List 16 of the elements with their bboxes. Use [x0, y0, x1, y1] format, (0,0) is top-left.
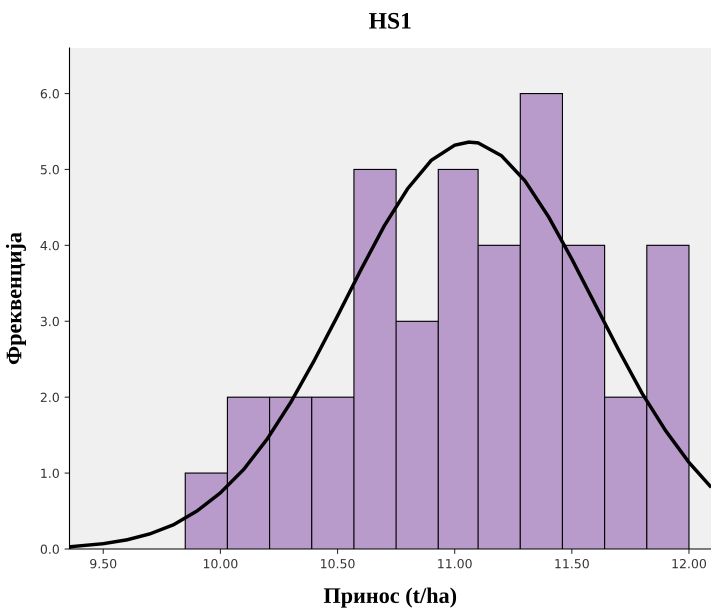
x-axis-title: Принос (t/ha)	[324, 587, 456, 608]
y-tick-label: 1.0	[41, 468, 59, 478]
y-tick-label: 0.0	[40, 544, 59, 554]
x-tick-label: 10.50	[321, 558, 355, 568]
x-tick-label: 11.00	[438, 558, 472, 568]
x-tick-label: 11.50	[555, 558, 589, 568]
chart-title: HS1	[369, 12, 411, 29]
y-tick-label: 2.0	[40, 392, 59, 402]
x-tick-label: 10.00	[204, 558, 238, 568]
y-tick-label: 6.0	[40, 89, 59, 98]
y-axis-title: Фреквенција	[6, 232, 26, 364]
y-tick-label: 3.0	[40, 316, 59, 326]
y-tick-label: 4.0	[40, 240, 59, 250]
y-tick-label: 5.0	[40, 164, 59, 174]
x-tick-label: 9.50	[90, 558, 116, 568]
x-tick-label: 12.00	[672, 558, 706, 568]
